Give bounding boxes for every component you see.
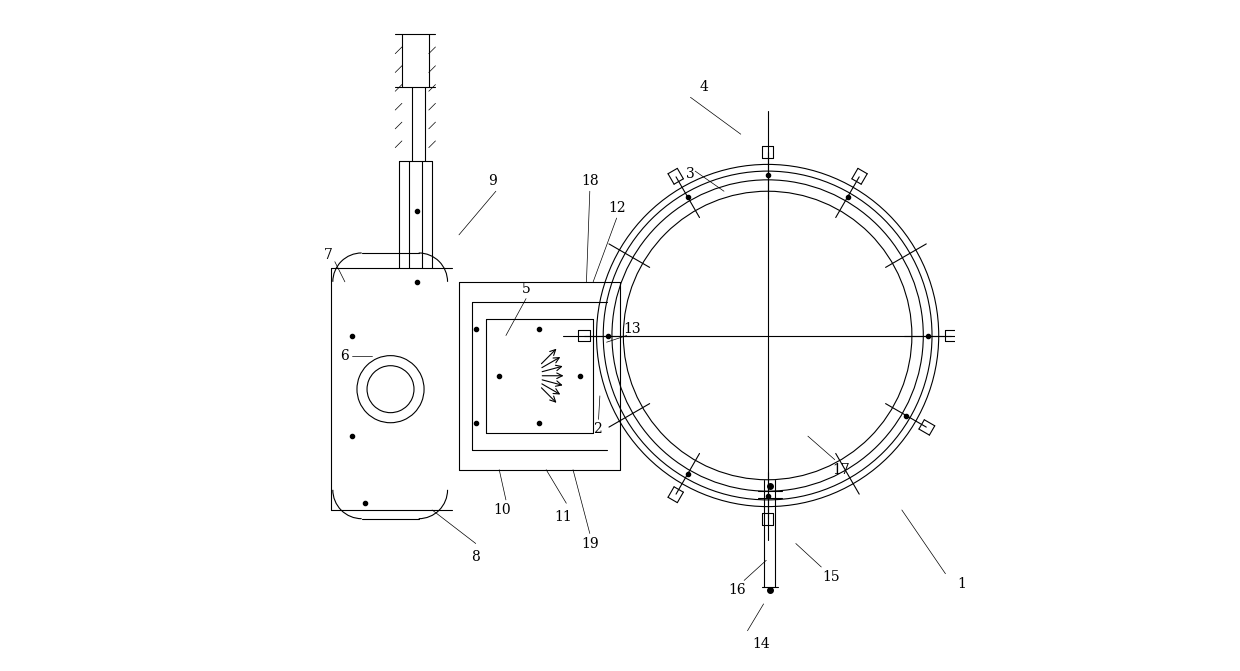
Text: 13: 13	[624, 322, 641, 336]
Text: 15: 15	[822, 570, 841, 584]
Text: 17: 17	[832, 463, 851, 476]
Text: 3: 3	[686, 168, 694, 181]
Text: 9: 9	[489, 174, 497, 188]
Text: 1: 1	[957, 577, 967, 590]
Text: 18: 18	[582, 174, 599, 188]
Text: 5: 5	[522, 282, 531, 295]
Text: 11: 11	[554, 510, 572, 523]
Text: 6: 6	[341, 349, 350, 362]
Text: 4: 4	[699, 81, 708, 94]
Text: 10: 10	[494, 503, 511, 517]
Text: 19: 19	[582, 537, 599, 550]
Text: 2: 2	[594, 423, 603, 436]
Text: 16: 16	[729, 584, 746, 597]
Text: 7: 7	[324, 248, 332, 262]
Text: 8: 8	[471, 550, 480, 564]
Text: 14: 14	[751, 637, 770, 651]
Text: 12: 12	[608, 201, 625, 215]
